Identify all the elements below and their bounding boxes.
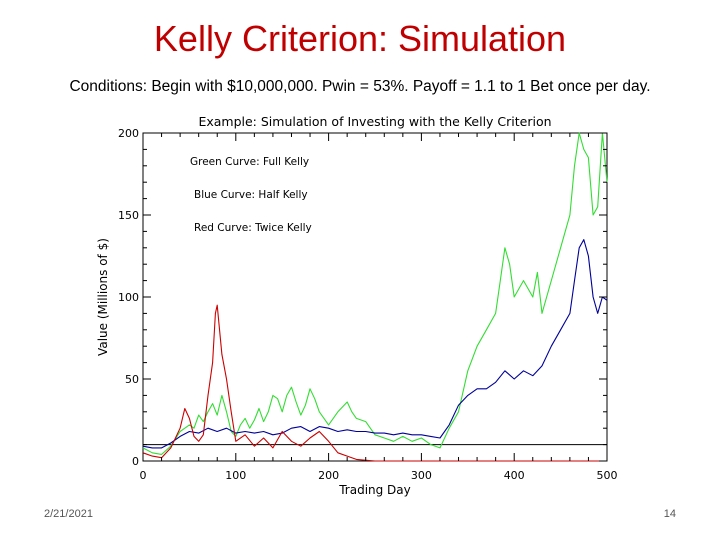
footer-page-number: 14	[663, 508, 676, 520]
plot-frame	[142, 132, 608, 462]
x-tick-label: 400	[504, 469, 525, 482]
x-tick-label: 200	[318, 469, 339, 482]
legend-entry: Blue Curve: Half Kelly	[194, 189, 308, 201]
x-tick-label: 300	[411, 469, 432, 482]
y-tick-label: 200	[118, 127, 139, 140]
x-tick-label: 0	[140, 469, 147, 482]
y-tick-label: 50	[125, 373, 139, 386]
series-line-half-kelly	[142, 239, 608, 449]
x-axis-label: Trading Day	[338, 483, 411, 497]
slide-title: Kelly Criterion: Simulation	[153, 18, 567, 59]
y-axis-label: Value (Millions of $)	[96, 238, 110, 356]
slide-subtitle: Conditions: Begin with $10,000,000. Pwin…	[69, 78, 651, 95]
x-tick-label: 500	[597, 469, 618, 482]
legend-entry: Red Curve: Twice Kelly	[194, 222, 312, 234]
y-tick-label: 150	[118, 209, 139, 222]
series-line-full-kelly	[142, 132, 608, 455]
legend-entry: Green Curve: Full Kelly	[190, 156, 309, 168]
footer-date: 2/21/2021	[44, 508, 93, 520]
series-line-twice-kelly	[142, 304, 607, 462]
y-tick-label: 0	[132, 455, 139, 468]
x-tick-label: 100	[225, 469, 246, 482]
chart-title: Example: Simulation of Investing with th…	[198, 114, 551, 129]
y-tick-label: 100	[118, 291, 139, 304]
